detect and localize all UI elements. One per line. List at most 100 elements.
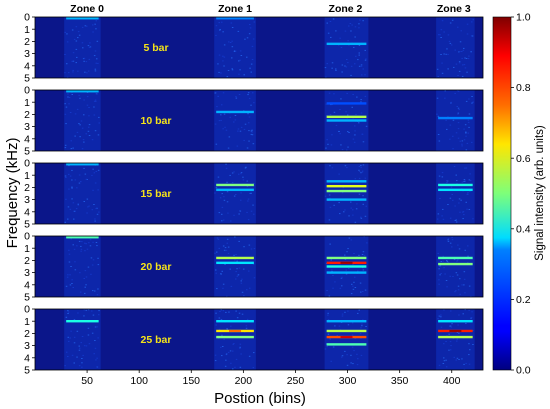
panel-background	[35, 309, 483, 370]
colorbar-tick-label: 0.0	[516, 365, 531, 377]
x-tick-label: 350	[391, 375, 409, 387]
signal-band	[66, 320, 99, 323]
zone-noise-speckle	[436, 166, 474, 223]
panel-background	[35, 90, 483, 151]
x-tick-label: 400	[443, 375, 461, 387]
signal-band	[216, 261, 254, 265]
signal-band	[326, 343, 367, 346]
colorbar-gradient	[492, 16, 512, 371]
signal-band	[326, 115, 367, 119]
zone-noise-region	[214, 309, 256, 370]
zone-label-3: Zone 3	[437, 3, 471, 15]
panel-frame	[34, 308, 484, 371]
signal-band	[66, 17, 99, 20]
y-tick-label: 2	[24, 255, 30, 267]
zone-noise-speckle	[436, 19, 474, 77]
y-tick-label: 0	[24, 85, 30, 97]
zone-noise-speckle	[437, 309, 474, 370]
y-tick-label: 3	[24, 121, 30, 133]
x-tick-label: 250	[287, 375, 305, 387]
signal-band	[326, 42, 367, 46]
signal-band	[326, 198, 367, 201]
zone-noise-speckle	[214, 309, 255, 370]
y-tick-label: 4	[24, 352, 30, 364]
zone-label-1: Zone 1	[218, 3, 252, 15]
y-tick-label: 4	[24, 60, 30, 72]
signal-band	[438, 256, 473, 260]
y-tick-label: 3	[24, 340, 30, 352]
zone-label-0: Zone 0	[70, 3, 104, 15]
y-tick-label: 5	[24, 365, 30, 377]
signal-band	[66, 163, 99, 166]
colorbar-tick-label: 0.8	[516, 82, 531, 94]
y-tick-label: 0	[24, 304, 30, 316]
signal-band	[438, 116, 473, 120]
panel-background	[35, 236, 483, 297]
pressure-label: 20 bar	[141, 261, 172, 273]
y-tick-label: 5	[24, 292, 30, 304]
y-tick-label: 3	[24, 194, 30, 206]
zone-noise-speckle	[64, 309, 100, 368]
signal-band	[66, 90, 99, 93]
zone-noise-speckle	[215, 17, 256, 78]
colorbar-title: Signal intensity (arb. units)	[534, 125, 546, 261]
y-tick-label: 0	[24, 158, 30, 170]
zone-noise-region	[324, 309, 369, 370]
x-tick-label: 200	[235, 375, 253, 387]
zone-noise-region	[214, 236, 256, 297]
y-tick-label: 0	[24, 12, 30, 24]
pressure-label: 10 bar	[141, 115, 172, 127]
zone-noise-region	[64, 236, 101, 297]
signal-band	[438, 335, 473, 339]
signal-band	[216, 335, 254, 339]
y-tick-label: 1	[24, 316, 30, 328]
signal-band	[438, 262, 473, 266]
colorbar-tick-label: 0.6	[516, 153, 531, 165]
y-tick-label: 2	[24, 182, 30, 194]
signal-band	[216, 183, 254, 187]
panel-frame	[34, 162, 484, 225]
colorbar-tick-label: 0.4	[516, 223, 531, 235]
pressure-label: 25 bar	[141, 334, 172, 346]
y-tick-label: 1	[24, 170, 30, 182]
pressure-label: 15 bar	[141, 188, 172, 200]
y-tick-label: 3	[24, 267, 30, 279]
signal-band	[326, 119, 367, 122]
y-tick-label: 0	[24, 231, 30, 243]
y-tick-label: 4	[24, 133, 30, 145]
zone-label-2: Zone 2	[329, 3, 363, 15]
x-tick-label: 300	[339, 375, 357, 387]
signal-band	[216, 256, 254, 260]
signal-band	[326, 184, 367, 188]
zone-noise-region	[436, 17, 475, 78]
x-tick-label: 50	[81, 375, 93, 387]
x-tick-label: 150	[183, 375, 201, 387]
colorbar-tick-label: 1.0	[516, 12, 531, 24]
signal-peak	[340, 261, 353, 264]
zone-noise-region	[436, 236, 475, 297]
signal-band	[66, 236, 99, 239]
zone-noise-speckle	[64, 163, 100, 223]
zone-noise-speckle	[324, 18, 367, 78]
x-tick-label: 100	[130, 375, 148, 387]
signal-band	[326, 102, 367, 105]
y-tick-label: 5	[24, 219, 30, 231]
colorbar-tick-label: 0.2	[516, 294, 531, 306]
zone-noise-region	[324, 17, 369, 78]
y-tick-label: 1	[24, 97, 30, 109]
signal-band	[216, 188, 254, 192]
signal-band	[326, 271, 367, 274]
zone-noise-region	[436, 163, 475, 224]
signal-band	[438, 188, 473, 192]
colorbar: 0.0 0.2 0.4 0.6 0.8 1.0	[492, 12, 531, 377]
y-tick-label: 1	[24, 243, 30, 255]
y-tick-label: 2	[24, 328, 30, 340]
zone-noise-speckle	[64, 17, 99, 78]
